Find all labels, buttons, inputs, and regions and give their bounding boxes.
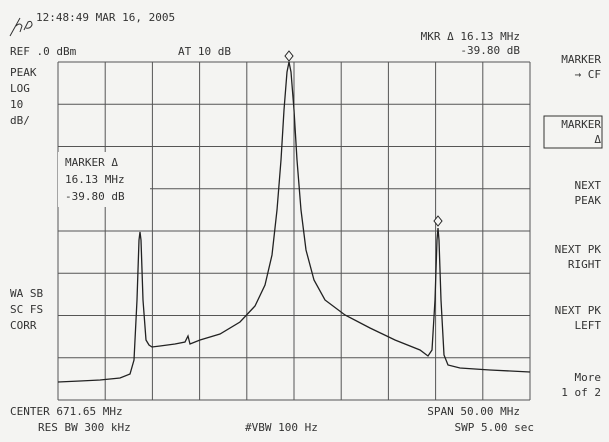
softkey-label[interactable]: LEFT — [575, 319, 602, 332]
softkey-label[interactable]: PEAK — [575, 194, 602, 207]
hp-logo — [9, 17, 33, 37]
marker-box: MARKER Δ 16.13 MHz -39.80 dB — [58, 152, 150, 207]
status-info: WA SB SC FS CORR — [10, 287, 43, 332]
softkey-label[interactable]: NEXT — [575, 179, 602, 192]
softkey-highlight — [543, 115, 603, 149]
softkeys: MARKER → CF MARKER Δ NEXT PEAK NEXT PK RIGHT NEX… — [555, 53, 602, 399]
attenuation: AT 10 dB — [178, 45, 231, 58]
marker-box-line: MARKER Δ — [65, 156, 118, 169]
marker-box-line: -39.80 dB — [65, 190, 125, 203]
sweep-time: SWP 5.00 sec — [455, 421, 534, 434]
status-label: WA SB — [10, 287, 43, 300]
softkey-label[interactable]: MARKER — [561, 118, 601, 131]
softkey-label[interactable]: NEXT PK — [555, 304, 602, 317]
softkey-label[interactable]: RIGHT — [568, 258, 601, 271]
marker-diamond — [433, 215, 443, 227]
center-frequency: CENTER 671.65 MHz — [10, 405, 123, 418]
softkey-label[interactable]: More — [575, 371, 602, 384]
scale-label: PEAK — [10, 66, 37, 79]
status-label: CORR — [10, 319, 37, 332]
scale-label: LOG — [10, 82, 30, 95]
reference-level: REF .0 dBm — [10, 45, 77, 58]
spectrum-trace — [57, 61, 531, 383]
softkey-label[interactable]: Δ — [594, 133, 601, 146]
video-bandwidth: #VBW 100 Hz — [245, 421, 318, 434]
scale-label: 10 — [10, 98, 23, 111]
marker-diamond — [284, 50, 294, 62]
scale-info: PEAK LOG 10 dB/ — [10, 66, 37, 127]
softkey-label[interactable]: → CF — [575, 68, 602, 81]
softkey-label[interactable]: MARKER — [561, 53, 601, 66]
marker-box-bg — [58, 152, 150, 207]
status-label: SC FS — [10, 303, 43, 316]
timestamp: 12:48:49 MAR 16, 2005 — [36, 11, 175, 24]
resolution-bandwidth: RES BW 300 kHz — [38, 421, 131, 434]
scale-label: dB/ — [10, 114, 30, 127]
marker-readout: MKR Δ 16.13 MHz — [421, 30, 520, 43]
marker-readout: -39.80 dB — [460, 44, 520, 57]
marker-box-line: 16.13 MHz — [65, 173, 125, 186]
softkey-label[interactable]: 1 of 2 — [561, 386, 601, 399]
softkey-label[interactable]: NEXT PK — [555, 243, 602, 256]
span: SPAN 50.00 MHz — [427, 405, 520, 418]
